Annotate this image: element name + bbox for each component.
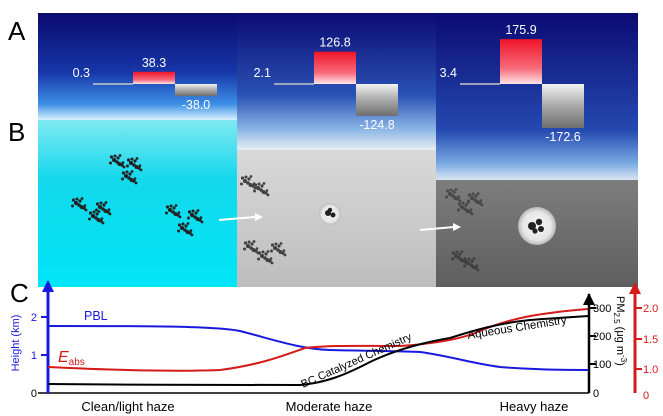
height-axis: 2 1 0 Height (km) <box>10 280 54 400</box>
pm25-tick: 200 <box>593 331 611 343</box>
pm25-tick: 300 <box>593 303 611 315</box>
eabs-tick: 1.0 <box>643 364 658 376</box>
pbl-label: PBL <box>84 309 108 323</box>
cooling-bar <box>356 84 398 116</box>
eabs-tick: 2.0 <box>643 303 658 315</box>
pm25-tick: 0 <box>593 388 599 400</box>
heating-value: 38.3 <box>142 56 166 70</box>
pm25-axis: 300 200 100 0 PM2.5 (μg m-3) <box>583 293 628 400</box>
cooling-bar <box>542 84 584 129</box>
absorption-value: 0.3 <box>73 66 90 80</box>
heating-value: 126.8 <box>319 36 350 50</box>
panel-label-a: A <box>8 16 26 46</box>
transition-arrow <box>218 213 263 221</box>
cooling-value: -38.0 <box>182 98 211 112</box>
cooling-bar <box>175 84 217 97</box>
x-category: Heavy haze <box>500 399 569 414</box>
coated-bc-particle-large <box>518 207 556 245</box>
x-category: Moderate haze <box>286 399 373 414</box>
pbl-curve <box>47 325 589 371</box>
height-axis-label: Height (km) <box>10 315 22 372</box>
cooling-value: -124.8 <box>359 118 394 132</box>
eabs-label: Eabs <box>58 349 85 368</box>
coated-bc-particle <box>319 203 341 225</box>
absorption-value: 2.1 <box>254 66 271 80</box>
height-tick: 1 <box>31 350 37 362</box>
eabs-tick: 0 <box>643 390 649 402</box>
pm25-tick: 100 <box>593 359 611 371</box>
panel-label-c: C <box>10 278 29 308</box>
panel-c-chart: 2 1 0 Height (km) 300 200 100 0 PM2.5 (μ… <box>10 280 658 414</box>
height-tick: 2 <box>31 312 37 324</box>
x-category: Clean/light haze <box>81 399 174 414</box>
panel-label-b: B <box>8 117 25 147</box>
cooling-value: -172.6 <box>545 130 580 144</box>
scene-clean <box>38 13 238 287</box>
height-tick: 0 <box>31 388 37 400</box>
eabs-axis: 2.0 1.5 1.0 0 <box>629 282 658 402</box>
heating-bar <box>133 71 175 84</box>
transition-arrow <box>419 223 461 231</box>
pm25-axis-label: PM2.5 (μg m-3) <box>612 296 628 366</box>
pm25-curve <box>47 315 589 387</box>
heating-bar <box>314 51 356 84</box>
radiative-forcing-bars: 0.3 38.3 -38.0 2.1 126.8 -124.8 3.4 175.9 -172.6 <box>73 23 584 144</box>
heating-bar <box>500 39 542 84</box>
absorption-value: 3.4 <box>440 66 457 80</box>
heating-value: 175.9 <box>505 23 536 37</box>
eabs-tick: 1.5 <box>643 334 658 346</box>
